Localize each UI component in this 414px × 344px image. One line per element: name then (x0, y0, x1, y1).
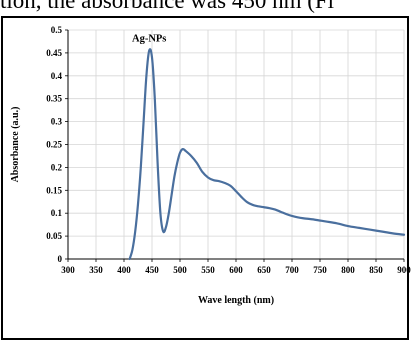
y-tick-label-2: 0.1 (51, 208, 63, 218)
page-text-fragment: tion, the absorbance was 450 nm (Fi (0, 0, 335, 13)
y-tick-label-8: 0.4 (51, 71, 63, 81)
x-tick-label-850: 850 (369, 265, 383, 275)
grid-lines (67, 29, 405, 260)
x-tick-label-450: 450 (145, 265, 159, 275)
x-axis-title: Wave length (nm) (198, 295, 274, 306)
x-tick-label-550: 550 (201, 265, 215, 275)
y-tick-label-7: 0.35 (46, 94, 62, 104)
x-tick-label-800: 800 (341, 265, 355, 275)
y-tick-label-5: 0.25 (46, 140, 62, 150)
y-tick-label-3: 0.15 (46, 185, 62, 195)
x-tick-label-750: 750 (313, 265, 327, 275)
y-tick-label-9: 0.45 (46, 48, 62, 58)
x-tick-labels: 300 350 400 450 500 550 600 650 700 750 800 850 900 (61, 265, 411, 275)
x-tick-label-600: 600 (229, 265, 243, 275)
chart-frame (1, 16, 409, 340)
y-tick-label-1: 0.05 (46, 231, 62, 241)
y-tick-labels: 0 0.05 0.1 0.15 0.2 0.25 0.3 0.35 0.4 0.45 0.5 (46, 25, 62, 264)
x-tick-label-900: 900 (397, 265, 411, 275)
x-tick-label-350: 350 (89, 265, 103, 275)
y-tick-label-6: 0.3 (51, 117, 63, 127)
y-tick-label-0: 0 (58, 254, 63, 264)
y-tick-label-4: 0.2 (51, 162, 63, 172)
x-tick-label-500: 500 (173, 265, 187, 275)
annotation-label: Ag-NPs (132, 33, 166, 44)
series-line-ag-nps (128, 48, 406, 261)
x-tick-label-300: 300 (61, 265, 75, 275)
x-tick-label-400: 400 (117, 265, 131, 275)
x-tick-label-650: 650 (257, 265, 271, 275)
y-tick-label-10: 0.5 (51, 25, 63, 35)
axes (65, 29, 405, 262)
x-tick-label-700: 700 (285, 265, 299, 275)
y-axis-title: Absorbance (a.u.) (10, 107, 21, 183)
